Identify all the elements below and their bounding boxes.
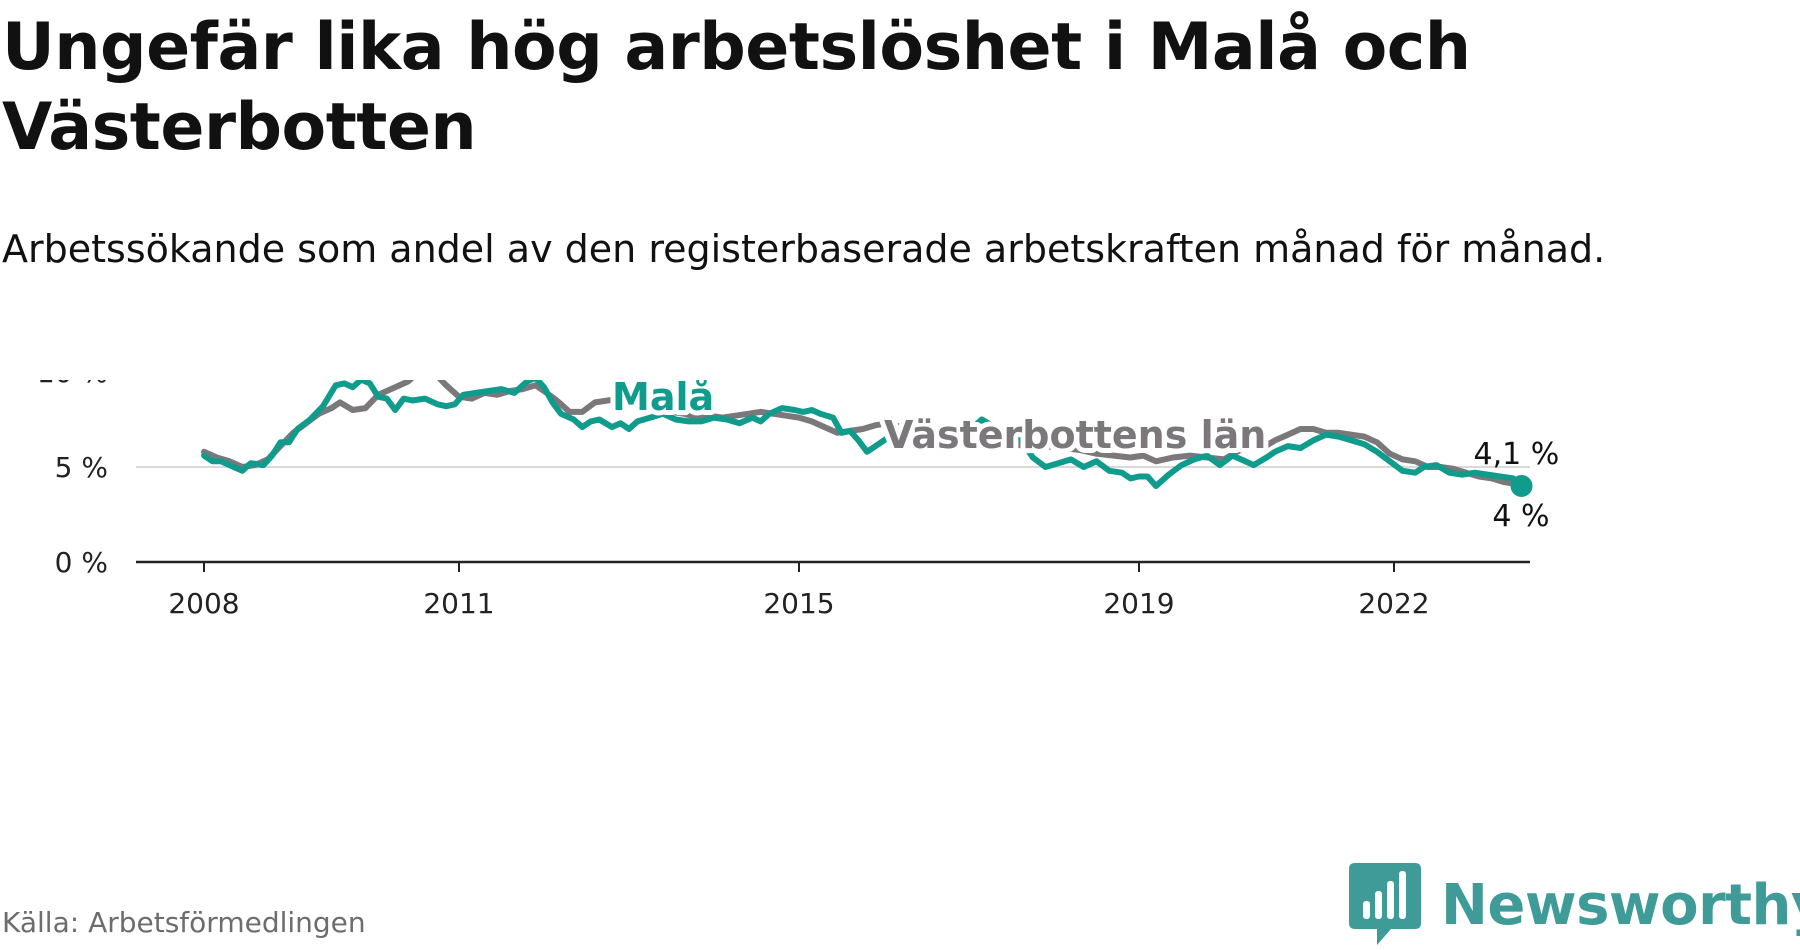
series-line-0 bbox=[201, 380, 1521, 488]
x-tick-label: 2008 bbox=[168, 587, 239, 620]
x-tick-label: 2015 bbox=[763, 587, 834, 620]
series-line-1 bbox=[201, 380, 1525, 489]
y-tick-label: 10 % bbox=[37, 380, 108, 389]
y-tick-label: 0 % bbox=[55, 546, 108, 579]
series-lines bbox=[201, 380, 1533, 497]
brand-name: Newsworthy bbox=[1441, 872, 1800, 938]
series-labels: Malå Västerbottens län 4,1 % 4 % bbox=[607, 380, 1559, 534]
chart-title: Ungefär lika hög arbetslöshet i Malå och… bbox=[2, 10, 1471, 165]
grid-lines bbox=[136, 466, 1530, 564]
series-label-vasterbotten: Västerbottens län bbox=[884, 413, 1266, 457]
x-tick-label: 2022 bbox=[1358, 587, 1429, 620]
chart-subtitle: Arbetssökande som andel av den registerb… bbox=[2, 227, 1606, 271]
end-label-vasterbotten: 4,1 % bbox=[1473, 437, 1559, 472]
series-label-mala: Malå bbox=[612, 380, 714, 419]
brand-logo: Newsworthy bbox=[1347, 860, 1800, 950]
line-chart: 0 % 5 % 10 % 2008 2011 2015 2019 2022 Malå Väst… bbox=[37, 380, 1559, 620]
y-axis-ticks: 0 % 5 % 10 % bbox=[37, 380, 108, 579]
newsworthy-logo-icon bbox=[1349, 863, 1421, 945]
mala-endpoint-dot bbox=[1510, 475, 1533, 497]
x-axis-ticks: 2008 2011 2015 2019 2022 bbox=[168, 562, 1430, 620]
x-tick-label: 2011 bbox=[423, 587, 494, 620]
y-tick-label: 5 % bbox=[55, 451, 108, 484]
source-note: Källa: Arbetsförmedlingen bbox=[2, 906, 366, 939]
end-label-mala: 4 % bbox=[1492, 499, 1549, 534]
x-tick-label: 2019 bbox=[1103, 587, 1174, 620]
